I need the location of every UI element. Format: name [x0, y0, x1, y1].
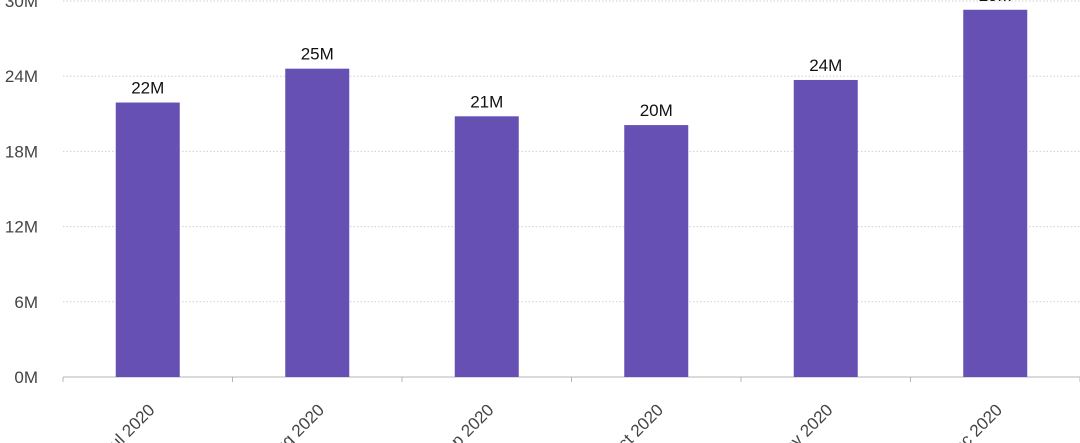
bar-data-label: 21M	[470, 92, 503, 111]
y-tick-label: 18M	[5, 142, 38, 161]
x-tick-label: Nov 2020	[772, 400, 837, 443]
y-tick-label: 6M	[14, 293, 38, 312]
x-tick-label: Dec 2020	[941, 400, 1006, 443]
bar	[285, 68, 350, 378]
y-tick-label: 0M	[14, 368, 38, 387]
y-tick-label: 30M	[5, 0, 38, 11]
bar-data-label: 29M	[979, 0, 1012, 5]
y-tick-label: 24M	[5, 67, 38, 86]
bar	[963, 9, 1028, 377]
x-tick-label: Aug 2020	[263, 400, 328, 443]
bar-data-label: 25M	[301, 45, 334, 64]
bar	[115, 102, 180, 378]
bar-data-label: 22M	[131, 79, 164, 98]
bar-data-label: 24M	[809, 56, 842, 75]
x-tick-label: Jul 2020	[100, 400, 159, 443]
y-tick-label: 12M	[5, 218, 38, 237]
x-tick-label: Oct 2020	[605, 400, 667, 443]
bar	[624, 125, 689, 377]
bar	[454, 116, 519, 377]
bar-data-label: 20M	[640, 101, 673, 120]
x-tick-label: Sep 2020	[433, 400, 498, 443]
bar	[793, 79, 858, 378]
